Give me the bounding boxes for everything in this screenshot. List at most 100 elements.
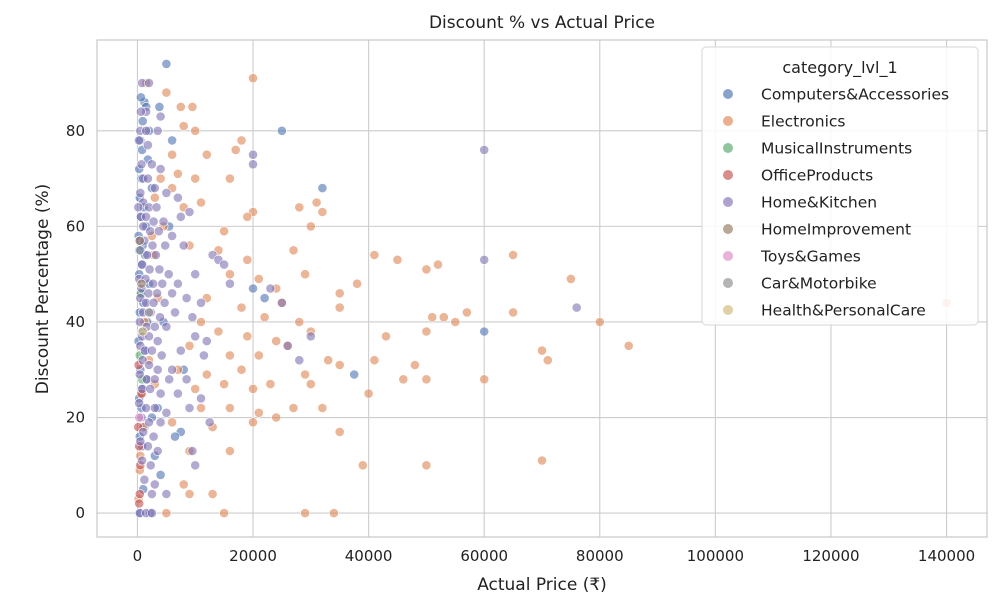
data-point	[137, 455, 147, 466]
data-point	[265, 283, 276, 294]
data-point	[155, 173, 166, 184]
legend-label: OfficeProducts	[761, 167, 873, 185]
legend-item: Computers&Accessories	[723, 86, 949, 104]
data-point	[172, 192, 183, 203]
data-point	[152, 336, 163, 346]
data-point	[196, 403, 206, 413]
legend-item: MusicalInstruments	[723, 140, 912, 158]
data-point	[248, 73, 258, 84]
data-point	[149, 374, 160, 385]
data-point	[155, 312, 165, 323]
data-point	[438, 312, 449, 323]
data-point	[143, 288, 154, 299]
data-point	[152, 288, 162, 299]
data-point	[178, 240, 189, 251]
data-point	[134, 317, 145, 327]
data-point	[198, 350, 209, 361]
data-point	[479, 144, 490, 155]
legend-label: Home&Kitchen	[761, 194, 877, 212]
data-point	[248, 159, 258, 170]
data-point	[167, 230, 177, 241]
data-point	[421, 374, 432, 385]
data-point	[317, 207, 328, 217]
y-tick-label: 0	[75, 504, 85, 522]
data-point	[149, 403, 160, 413]
data-point	[184, 207, 195, 217]
x-tick-label: 0	[133, 547, 143, 565]
data-point	[184, 489, 195, 499]
data-point	[248, 283, 258, 294]
data-point	[144, 78, 154, 88]
x-tick-label: 120000	[802, 547, 859, 565]
data-point	[181, 374, 192, 385]
data-point	[167, 288, 177, 299]
data-point	[594, 317, 605, 327]
data-point	[294, 355, 305, 366]
data-point	[248, 149, 258, 160]
data-point	[190, 383, 201, 394]
data-point	[158, 216, 169, 227]
x-axis-label: Actual Price (₹)	[477, 575, 607, 595]
data-point	[242, 254, 253, 265]
data-point	[288, 403, 299, 413]
data-point	[259, 293, 270, 303]
data-point	[137, 116, 148, 127]
data-point	[190, 173, 201, 184]
data-point	[294, 317, 305, 327]
data-point	[138, 426, 149, 437]
data-point	[357, 460, 368, 471]
data-point	[134, 398, 145, 409]
data-point	[134, 235, 145, 246]
data-point	[181, 293, 192, 303]
legend-item: HomeImprovement	[723, 221, 911, 239]
legend-item: Electronics	[723, 113, 845, 131]
data-point	[427, 312, 438, 323]
series-group	[134, 235, 147, 289]
data-point	[196, 297, 206, 308]
data-point	[213, 326, 224, 337]
data-point	[167, 364, 177, 375]
data-point	[160, 240, 171, 251]
data-point	[175, 211, 186, 222]
data-point	[421, 326, 432, 337]
data-point	[161, 489, 172, 499]
data-point	[154, 264, 165, 275]
data-point	[349, 369, 360, 380]
legend-marker	[723, 224, 733, 234]
legend-marker	[723, 143, 733, 153]
legend-item: Toys&Games	[723, 248, 861, 266]
data-point	[149, 479, 160, 490]
data-point	[409, 360, 420, 370]
legend-label: MusicalInstruments	[761, 140, 912, 158]
plot-frame	[96, 39, 988, 538]
legend-marker	[723, 170, 733, 180]
data-point	[224, 278, 235, 289]
data-point	[142, 250, 153, 260]
data-point	[187, 102, 198, 112]
series-group	[137, 326, 148, 337]
data-point	[253, 350, 264, 361]
data-point	[236, 364, 247, 375]
data-point	[328, 508, 339, 518]
data-point	[421, 460, 432, 471]
data-point	[144, 264, 155, 275]
legend-title: category_lvl_1	[782, 58, 897, 78]
legend-items: Computers&Accessories Electronics MusicalI…	[723, 86, 949, 320]
chart-title: Discount % vs Actual Price	[429, 13, 655, 33]
series-group	[144, 307, 154, 318]
data-point	[161, 407, 172, 418]
data-point	[145, 383, 156, 394]
data-point	[145, 226, 156, 237]
data-point	[153, 226, 164, 237]
data-point	[187, 446, 198, 456]
data-point	[305, 331, 316, 342]
y-tick-label: 80	[66, 122, 85, 140]
data-point	[190, 331, 201, 342]
data-point	[184, 340, 195, 351]
data-point	[294, 202, 305, 213]
data-point	[134, 498, 145, 509]
y-axis-label: Discount Percentage (%)	[33, 184, 53, 395]
data-point	[433, 259, 443, 270]
data-point	[381, 331, 391, 342]
